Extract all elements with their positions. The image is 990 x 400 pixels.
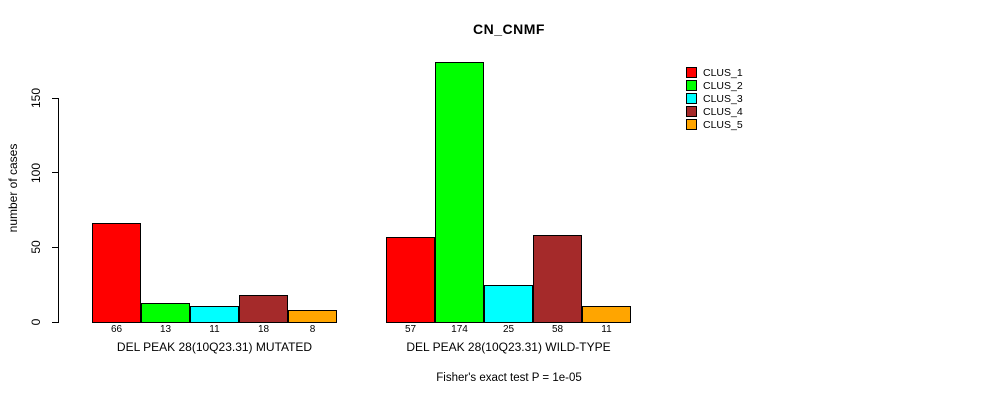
legend-row: CLUS_1 — [686, 66, 743, 79]
bar-clus_5-group1 — [288, 310, 337, 323]
bar-clus_3-group2 — [484, 285, 533, 323]
legend-swatch-icon — [686, 93, 697, 104]
y-tick-label: 150 — [29, 87, 43, 109]
legend-label: CLUS_3 — [703, 92, 743, 105]
y-tick-mark — [52, 321, 58, 323]
fisher-test-annotation: Fisher's exact test P = 1e-05 — [436, 372, 582, 384]
bar-value-label: 57 — [404, 324, 417, 335]
bar-clus_4-group2 — [533, 235, 582, 323]
bar-value-label: 18 — [257, 324, 270, 335]
bar-value-label: 11 — [209, 324, 220, 335]
y-tick-mark — [52, 172, 58, 174]
bar-clus_2-group1 — [141, 303, 190, 323]
bar-value-label: 174 — [451, 324, 468, 335]
bar-clus_1-group2 — [386, 237, 435, 323]
group-caption: DEL PEAK 28(10Q23.31) MUTATED — [116, 340, 313, 354]
legend-row: CLUS_5 — [686, 118, 743, 131]
bar-clus_3-group1 — [190, 306, 239, 323]
bar-value-label: 13 — [159, 324, 172, 335]
legend: CLUS_1 CLUS_2 CLUS_3 CLUS_4 CLUS_5 — [686, 66, 743, 131]
chart-title: CN_CNMF — [473, 21, 545, 37]
group-caption: DEL PEAK 28(10Q23.31) WILD-TYPE — [406, 340, 611, 354]
bar-clus_1-group1 — [92, 223, 141, 323]
y-tick-mark — [52, 97, 58, 99]
y-tick-label: 0 — [29, 318, 43, 326]
legend-swatch-icon — [686, 67, 697, 78]
y-tick-label: 100 — [29, 162, 43, 183]
legend-row: CLUS_4 — [686, 105, 743, 118]
legend-label: CLUS_2 — [703, 79, 743, 92]
y-tick-label: 50 — [29, 240, 43, 255]
y-axis-title: number of cases — [6, 143, 20, 233]
legend-swatch-icon — [686, 106, 697, 117]
bar-clus_4-group1 — [239, 295, 288, 323]
bar-clus_2-group2 — [435, 62, 484, 323]
bar-value-label: 8 — [309, 324, 316, 335]
bar-value-label: 58 — [551, 324, 564, 335]
bar-value-label: 11 — [601, 324, 612, 335]
legend-swatch-icon — [686, 119, 697, 130]
y-tick-mark — [52, 246, 58, 248]
bar-clus_5-group2 — [582, 306, 631, 323]
legend-row: CLUS_2 — [686, 79, 743, 92]
bar-value-label: 66 — [110, 324, 123, 335]
y-axis-line — [58, 98, 59, 323]
legend-label: CLUS_1 — [703, 66, 743, 79]
legend-label: CLUS_5 — [703, 118, 743, 131]
legend-label: CLUS_4 — [703, 105, 743, 118]
bar-value-label: 25 — [502, 324, 515, 335]
legend-row: CLUS_3 — [686, 92, 743, 105]
legend-swatch-icon — [686, 80, 697, 91]
